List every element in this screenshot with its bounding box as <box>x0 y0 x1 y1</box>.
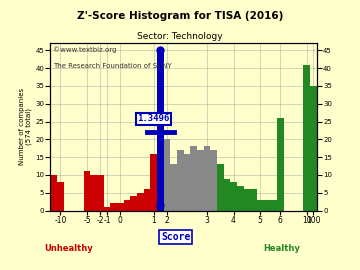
Y-axis label: Number of companies
(574 total): Number of companies (574 total) <box>19 88 32 166</box>
Bar <box>157 50 163 211</box>
Bar <box>84 171 90 211</box>
Bar <box>97 175 104 211</box>
Bar <box>177 150 184 211</box>
Bar <box>163 139 170 211</box>
Bar <box>270 200 277 211</box>
Bar <box>90 175 97 211</box>
Bar <box>144 189 150 211</box>
Bar <box>257 200 264 211</box>
Bar <box>230 182 237 211</box>
Bar <box>150 154 157 211</box>
Text: Z'-Score Histogram for TISA (2016): Z'-Score Histogram for TISA (2016) <box>77 11 283 21</box>
Bar <box>104 207 110 211</box>
Bar <box>170 164 177 211</box>
Text: Score: Score <box>161 232 190 242</box>
Bar <box>210 150 217 211</box>
Text: The Research Foundation of SUNY: The Research Foundation of SUNY <box>53 63 172 69</box>
Bar <box>237 186 243 211</box>
Bar <box>303 65 310 211</box>
Bar <box>110 204 117 211</box>
Text: Healthy: Healthy <box>264 244 301 253</box>
Bar <box>277 118 284 211</box>
Bar <box>184 154 190 211</box>
Bar <box>250 189 257 211</box>
Bar <box>224 178 230 211</box>
Bar <box>50 175 57 211</box>
Bar <box>190 147 197 211</box>
Bar <box>244 189 250 211</box>
Text: 1.3496: 1.3496 <box>138 114 170 123</box>
Bar <box>124 200 130 211</box>
Bar <box>57 182 64 211</box>
Bar <box>197 150 204 211</box>
Bar <box>264 200 270 211</box>
Bar <box>137 193 144 211</box>
Bar <box>130 196 137 211</box>
Bar <box>310 86 317 211</box>
Text: Sector: Technology: Sector: Technology <box>137 32 223 41</box>
Bar <box>204 147 210 211</box>
Bar <box>217 164 224 211</box>
Text: Unhealthy: Unhealthy <box>45 244 94 253</box>
Text: ©www.textbiz.org: ©www.textbiz.org <box>53 46 116 53</box>
Bar <box>117 204 124 211</box>
